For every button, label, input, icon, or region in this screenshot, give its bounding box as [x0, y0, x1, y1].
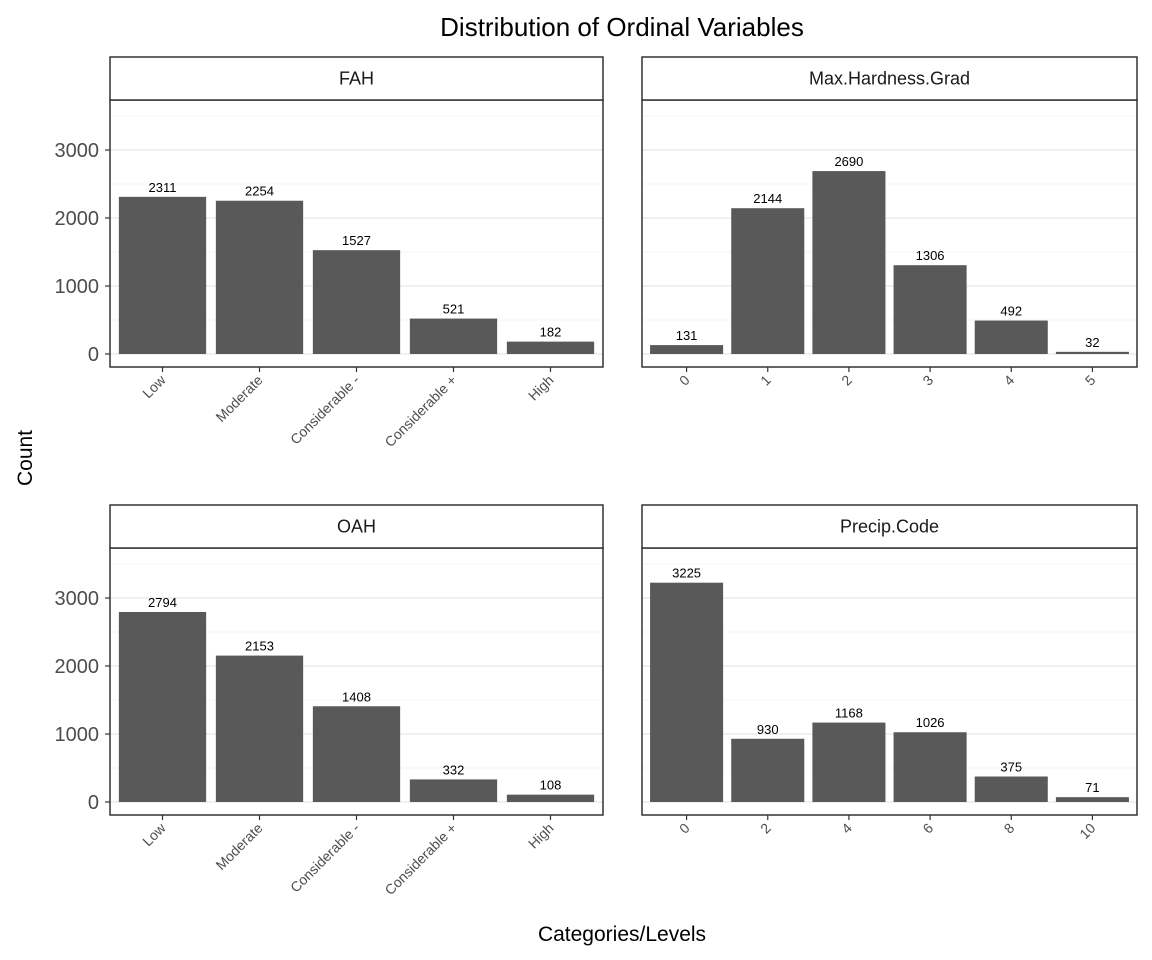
data-label: 3225	[672, 566, 701, 581]
x-tick-label: 6	[919, 820, 936, 837]
data-label: 182	[540, 325, 562, 340]
y-tick-label: 3000	[55, 588, 100, 610]
y-axis-title: Count	[14, 430, 37, 486]
bar	[731, 208, 805, 354]
data-label: 32	[1085, 335, 1099, 350]
y-tick-label: 0	[88, 792, 99, 814]
x-axis-title: Categories/Levels	[538, 923, 706, 946]
bar	[409, 318, 498, 354]
data-label: 1168	[835, 706, 863, 721]
data-label: 2311	[149, 180, 177, 195]
x-tick-label: 0	[676, 820, 693, 837]
y-tick-label: 1000	[55, 724, 100, 746]
bar	[312, 250, 401, 354]
facet-strip	[641, 56, 1138, 101]
bar	[506, 794, 595, 802]
bar	[312, 706, 401, 802]
data-label: 1408	[342, 689, 371, 704]
bar	[409, 779, 498, 802]
data-label: 930	[757, 722, 779, 737]
data-label: 332	[443, 762, 465, 777]
x-tick-label: 3	[919, 372, 936, 389]
bar	[650, 582, 724, 802]
panel-background	[642, 100, 1137, 367]
panel-fah: 2311 Low 2254 Moderate 1527 Considerable - 521…	[55, 56, 604, 450]
bar	[118, 612, 207, 802]
data-label: 71	[1085, 780, 1099, 795]
x-tick-label: 1	[757, 372, 774, 389]
data-label: 2153	[245, 639, 274, 654]
bar	[1055, 351, 1129, 354]
data-label: 2690	[834, 154, 863, 169]
bar	[812, 171, 886, 354]
bar	[974, 320, 1048, 354]
x-tick-label: Considerable +	[381, 372, 459, 450]
data-label: 521	[443, 302, 465, 317]
x-tick-label: 5	[1082, 372, 1099, 389]
data-label: 492	[1000, 304, 1022, 319]
x-tick-label: High	[525, 820, 557, 852]
y-tick-label: 0	[88, 344, 99, 366]
x-tick-label: High	[525, 372, 557, 404]
bar	[893, 732, 967, 802]
x-tick-label: Considerable -	[287, 820, 363, 896]
facet-label: Max.Hardness.Grad	[809, 69, 970, 89]
bar	[731, 738, 805, 802]
x-tick-label: Moderate	[212, 820, 265, 873]
data-label: 2144	[753, 191, 782, 206]
bar	[118, 196, 207, 354]
x-tick-label: 4	[1001, 372, 1018, 389]
y-tick-label: 1000	[55, 276, 100, 298]
x-tick-label: Low	[139, 819, 169, 849]
bar	[506, 341, 595, 354]
data-label: 108	[540, 778, 562, 793]
y-tick-label: 2000	[55, 656, 100, 678]
bar	[215, 655, 304, 802]
facet-strip	[641, 504, 1138, 549]
bar	[215, 200, 304, 354]
bar	[1055, 797, 1129, 802]
data-label: 131	[676, 328, 698, 343]
x-tick-label: 2	[757, 820, 774, 837]
x-tick-label: 2	[838, 372, 855, 389]
x-tick-label: 8	[1001, 820, 1018, 837]
bar	[893, 265, 967, 354]
x-tick-label: Moderate	[212, 372, 265, 425]
facet-label: OAH	[337, 517, 376, 537]
bar	[650, 345, 724, 354]
data-label: 375	[1000, 760, 1022, 775]
x-tick-label: Considerable +	[381, 820, 459, 898]
x-tick-label: Considerable -	[287, 372, 363, 448]
data-label: 1026	[916, 715, 945, 730]
panel-background	[642, 548, 1137, 815]
panel-max-hardness-grad: 131 0 2144 1 2690 2 1306 3 492 4 32 5 Max.Hardness.G…	[641, 56, 1138, 389]
data-label: 2794	[148, 595, 177, 610]
y-tick-label: 3000	[55, 140, 100, 162]
x-tick-label: 10	[1076, 820, 1098, 842]
bar	[974, 776, 1048, 802]
x-tick-label: 4	[838, 820, 855, 837]
facet-label: Precip.Code	[840, 517, 939, 537]
facet-strip	[109, 504, 604, 549]
data-label: 1306	[916, 248, 945, 263]
facet-strip	[109, 56, 604, 101]
facet-label: FAH	[339, 69, 374, 89]
data-label: 2254	[245, 184, 274, 199]
chart-title: Distribution of Ordinal Variables	[440, 12, 804, 42]
data-label: 1527	[342, 233, 371, 248]
panel-oah: 2794 Low 2153 Moderate 1408 Considerable - 332…	[55, 504, 604, 898]
panel-precip-code: 3225 0 930 2 1168 4 1026 6 375 8 71 10 Precip.Code	[641, 504, 1138, 842]
y-tick-label: 2000	[55, 208, 100, 230]
bar	[812, 722, 886, 802]
x-tick-label: Low	[139, 371, 169, 401]
x-tick-label: 0	[676, 372, 693, 389]
